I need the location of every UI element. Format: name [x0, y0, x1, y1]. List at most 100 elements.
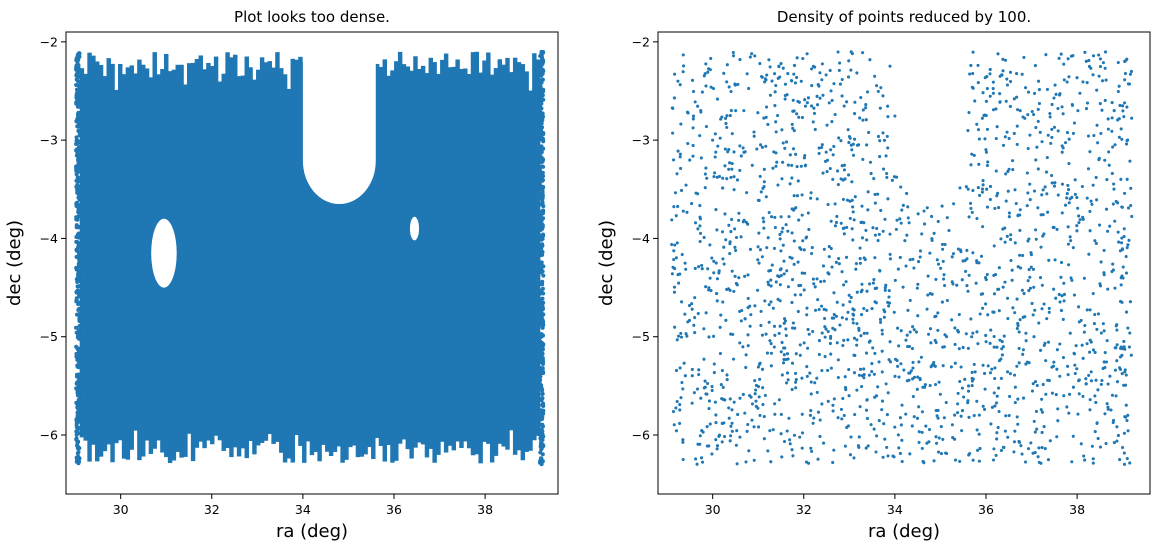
scatter-point	[945, 335, 949, 339]
scatter-point	[930, 214, 934, 219]
scatter-point	[971, 86, 975, 90]
scatter-point	[1039, 213, 1043, 217]
scatter-point	[704, 392, 708, 396]
scatter-point	[77, 312, 82, 317]
scatter-point	[853, 195, 857, 199]
scatter-point	[1105, 178, 1109, 182]
scatter-point	[1122, 339, 1126, 344]
scatter-point	[733, 245, 737, 249]
scatter-point	[975, 428, 979, 432]
scatter-point	[873, 74, 877, 78]
scatter-point	[1052, 96, 1056, 100]
scatter-point	[678, 155, 682, 159]
scatter-point	[754, 399, 758, 403]
scatter-point	[727, 416, 731, 420]
scatter-point	[864, 408, 869, 412]
scatter-point	[1037, 321, 1041, 325]
x-tick-label: 32	[796, 502, 812, 517]
scatter-point	[673, 325, 677, 329]
scatter-point	[673, 267, 677, 271]
scatter-point	[771, 428, 775, 432]
scatter-point	[703, 172, 707, 176]
scatter-point	[893, 425, 897, 429]
scatter-point	[803, 98, 807, 102]
scatter-point	[1030, 389, 1034, 393]
scatter-point	[750, 402, 755, 406]
scatter-point	[916, 212, 920, 216]
scatter-point	[1106, 382, 1110, 386]
scatter-point	[897, 375, 901, 379]
density-column	[141, 64, 146, 457]
scatter-point	[788, 438, 792, 442]
scatter-point	[1036, 107, 1040, 111]
scatter-point	[540, 190, 545, 195]
scatter-point	[1001, 445, 1006, 449]
density-column	[102, 76, 108, 452]
scatter-point	[848, 300, 852, 304]
scatter-point	[1124, 373, 1128, 377]
scatter-point	[994, 453, 998, 457]
scatter-point	[781, 66, 785, 70]
scatter-point	[845, 198, 849, 202]
y-tick-label: −6	[40, 428, 58, 443]
scatter-point	[819, 280, 823, 284]
scatter-point	[674, 256, 678, 260]
scatter-point	[762, 167, 766, 171]
scatter-point	[721, 385, 725, 389]
scatter-point	[976, 186, 980, 190]
scatter-point	[873, 256, 877, 260]
scatter-point	[1048, 111, 1052, 116]
scatter-point	[1001, 143, 1006, 147]
scatter-point	[538, 374, 543, 379]
scatter-point	[725, 80, 729, 84]
scatter-point	[722, 245, 726, 249]
scatter-point	[947, 228, 951, 233]
scatter-point	[885, 413, 889, 417]
scatter-point	[967, 215, 971, 219]
scatter-point	[755, 147, 759, 151]
scatter-point	[758, 413, 762, 417]
scatter-point	[984, 276, 988, 280]
scatter-point	[1065, 192, 1069, 196]
scatter-point	[800, 412, 804, 416]
scatter-point	[786, 163, 790, 167]
scatter-point	[1098, 57, 1103, 61]
scatter-point	[1069, 276, 1073, 280]
scatter-point	[1072, 351, 1076, 355]
scatter-point	[773, 90, 777, 94]
density-column	[451, 66, 457, 451]
scatter-point	[1024, 86, 1028, 90]
scatter-point	[1123, 101, 1127, 105]
scatter-point	[928, 327, 933, 331]
scatter-point	[877, 360, 881, 364]
scatter-point	[709, 85, 713, 89]
scatter-point	[684, 183, 688, 187]
scatter-point	[968, 451, 972, 456]
scatter-point	[880, 370, 884, 374]
scatter-point	[725, 63, 729, 67]
scatter-point	[813, 308, 818, 312]
scatter-point	[875, 286, 879, 290]
scatter-point	[827, 255, 831, 259]
scatter-point	[932, 363, 936, 367]
scatter-point	[1104, 360, 1109, 364]
scatter-point	[866, 444, 870, 448]
density-column	[463, 68, 468, 442]
scatter-point	[896, 326, 900, 330]
density-column	[248, 67, 253, 442]
scatter-point	[1013, 429, 1017, 433]
scatter-point	[782, 346, 786, 350]
density-column	[317, 65, 322, 462]
scatter-point	[737, 218, 741, 222]
scatter-point	[936, 219, 940, 224]
scatter-point	[1037, 446, 1041, 450]
scatter-point	[539, 202, 544, 207]
scatter-point	[907, 221, 911, 225]
scatter-point	[1031, 382, 1035, 386]
scatter-point	[975, 122, 979, 126]
scatter-point	[77, 377, 82, 382]
scatter-point	[707, 67, 711, 71]
scatter-point	[809, 380, 813, 384]
scatter-point	[700, 460, 705, 464]
scatter-point	[1115, 380, 1119, 384]
